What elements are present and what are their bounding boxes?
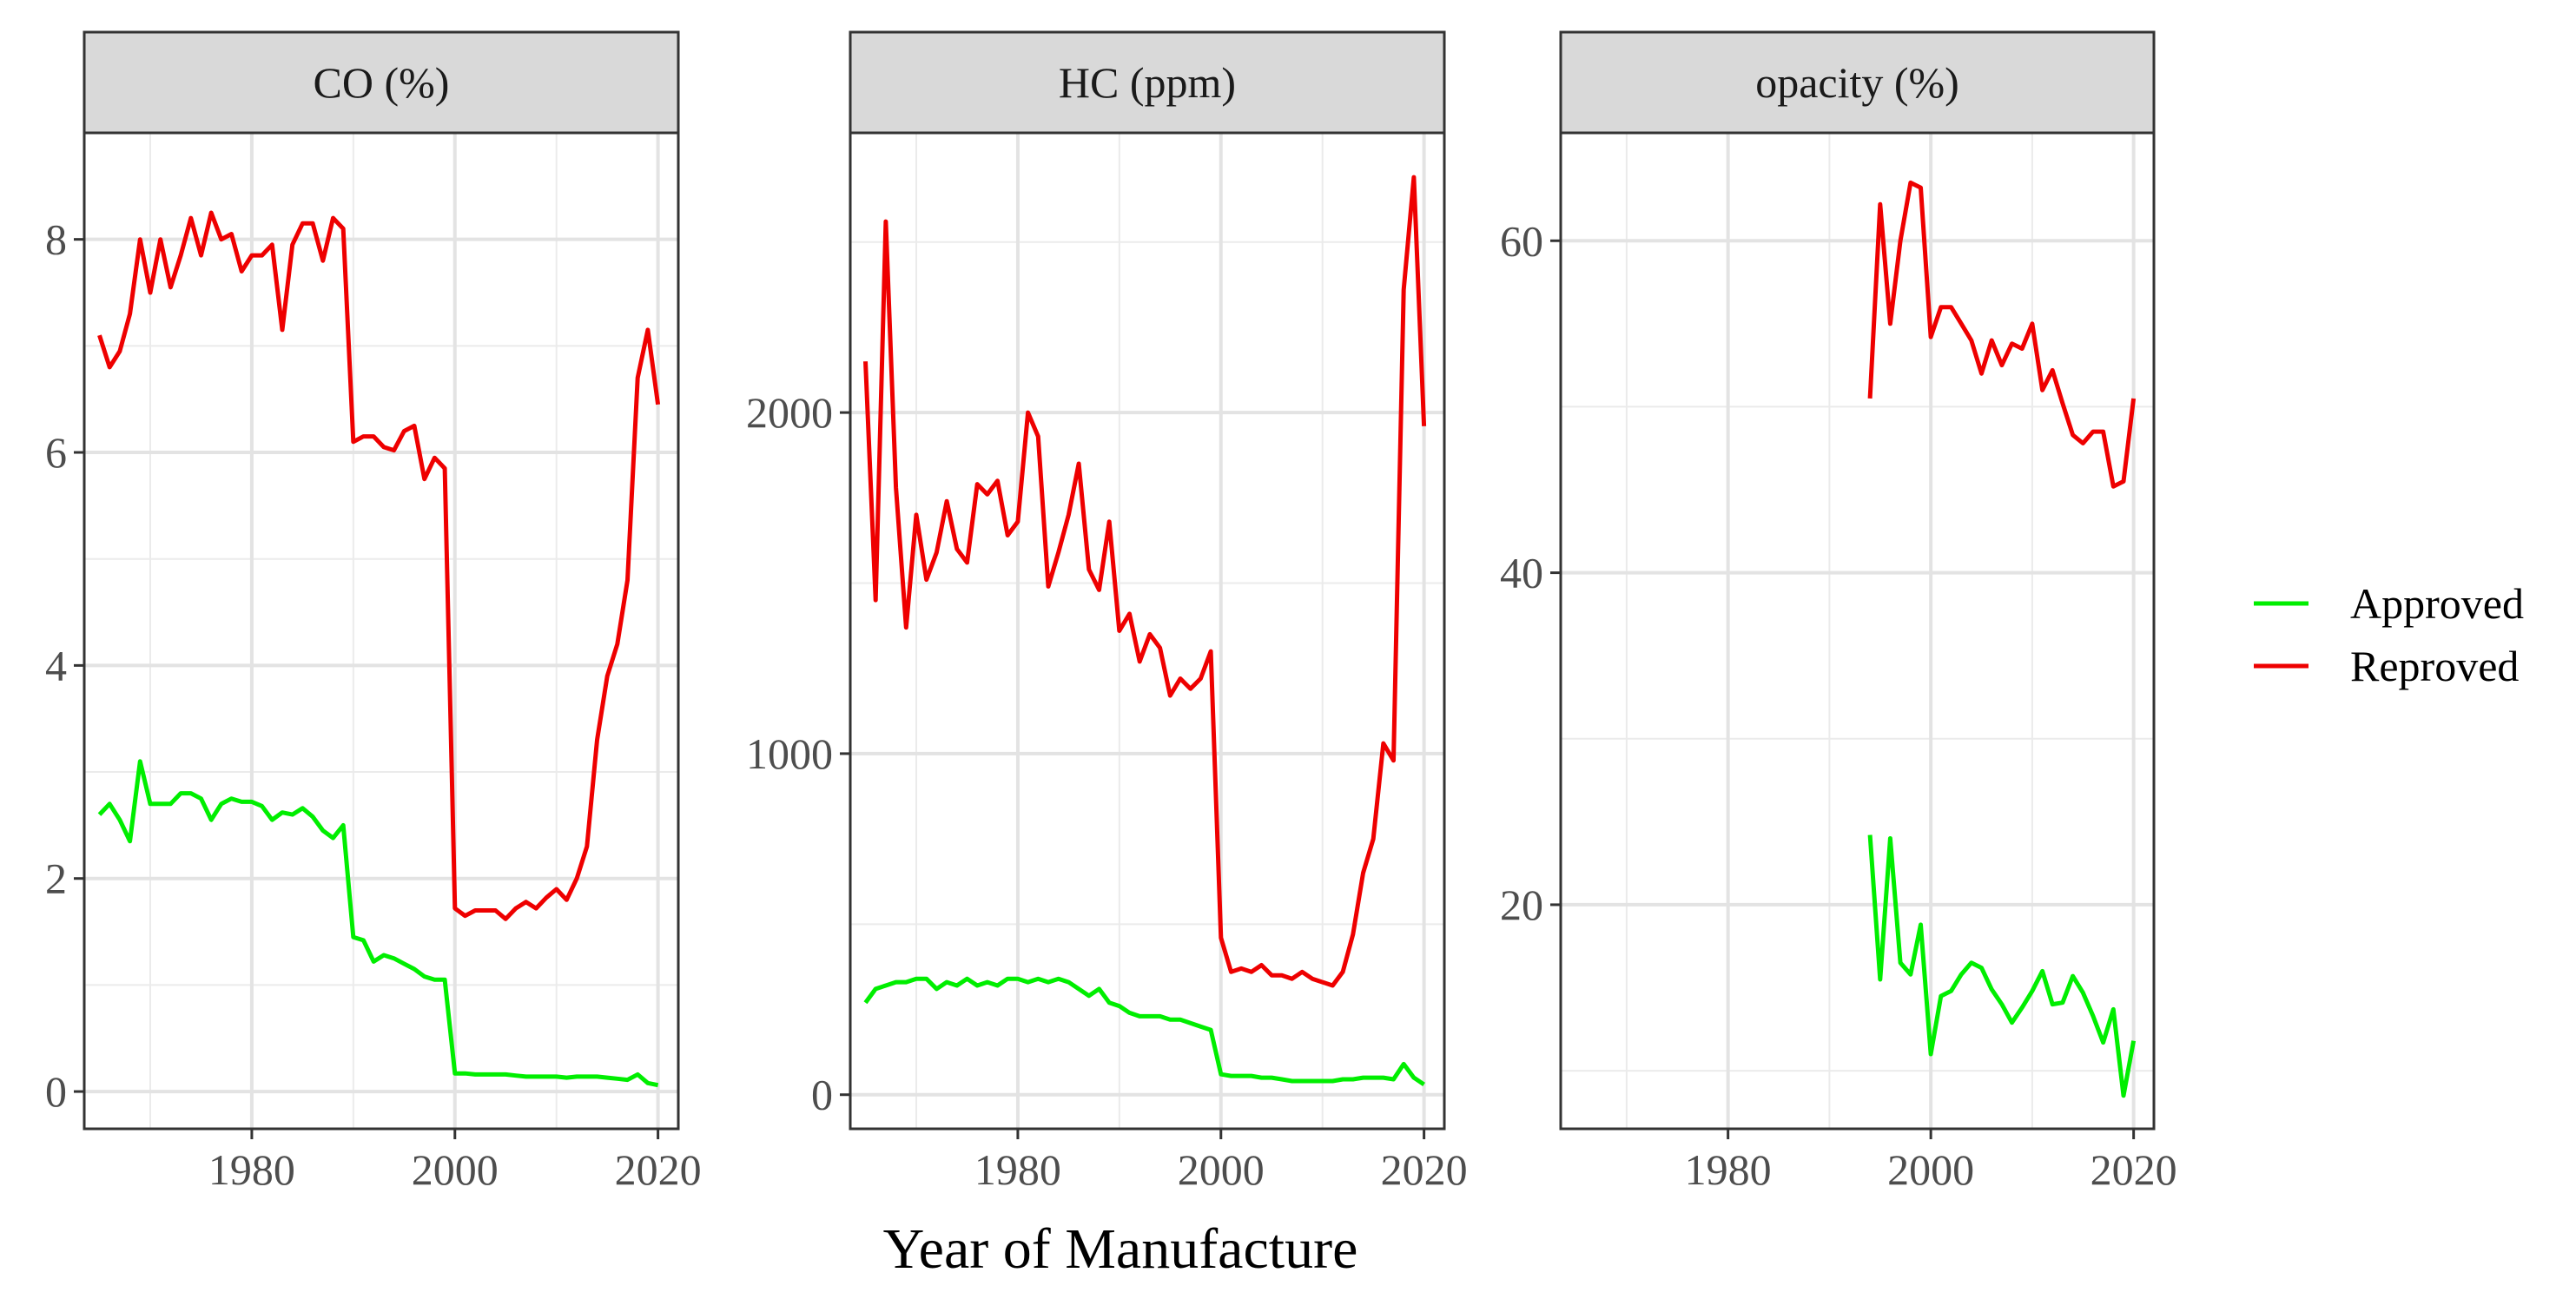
x-tick-label: 2000 bbox=[412, 1145, 499, 1194]
legend: Approved Reproved bbox=[2254, 579, 2524, 690]
x-tick-label: 2000 bbox=[1178, 1145, 1265, 1194]
facet-strip bbox=[1559, 30, 2156, 135]
y-tick-label: 4 bbox=[45, 641, 67, 689]
facet-title: CO (%) bbox=[314, 58, 450, 107]
series-line-reproved bbox=[97, 210, 661, 921]
y-tick-label: 6 bbox=[45, 428, 67, 477]
panel-1: CO (%) 0 2 4 6 8 1980 2000 2020 bbox=[45, 30, 702, 1194]
y-tick-label: 2 bbox=[45, 854, 67, 903]
panel-background bbox=[1561, 133, 2154, 1129]
y-tick-label: 20 bbox=[1500, 880, 1543, 929]
y-tick-label: 1000 bbox=[746, 729, 833, 778]
series-line-approved bbox=[97, 759, 659, 1088]
panel-3: opacity (%) 20 40 60 1980 2000 2020 bbox=[1500, 30, 2177, 1194]
facet-title: opacity (%) bbox=[1755, 58, 1959, 107]
facet-title: HC (ppm) bbox=[1059, 58, 1236, 107]
panel-border bbox=[849, 131, 1446, 1131]
panel-border bbox=[83, 131, 680, 1131]
x-tick-label: 2020 bbox=[615, 1145, 702, 1194]
x-tick-label: 1980 bbox=[208, 1145, 295, 1194]
series-line-reproved bbox=[863, 175, 1427, 988]
facet-strip bbox=[83, 30, 680, 135]
legend-label: Reproved bbox=[2350, 642, 2519, 690]
panel-border bbox=[1559, 131, 2156, 1131]
legend-label: Approved bbox=[2350, 579, 2524, 628]
y-tick-label: 2000 bbox=[746, 388, 833, 437]
series-line-approved bbox=[1867, 834, 2137, 1098]
y-tick-label: 0 bbox=[45, 1067, 67, 1116]
panel-2: HC (ppm) 0 1000 2000 1980 2000 2020 bbox=[746, 30, 1468, 1194]
x-tick-label: 2000 bbox=[1887, 1145, 1974, 1194]
series-line-approved bbox=[863, 976, 1425, 1086]
x-axis-title: Year of Manufacture bbox=[883, 1217, 1358, 1281]
y-tick-label: 0 bbox=[811, 1071, 833, 1119]
y-tick-label: 60 bbox=[1500, 216, 1543, 265]
y-tick-label: 40 bbox=[1500, 549, 1543, 597]
x-tick-label: 2020 bbox=[2091, 1145, 2177, 1194]
panel-background bbox=[850, 133, 1444, 1129]
x-tick-label: 2020 bbox=[1381, 1145, 1468, 1194]
series-line-reproved bbox=[1867, 180, 2137, 489]
y-tick-label: 8 bbox=[45, 215, 67, 264]
x-tick-label: 1980 bbox=[1685, 1145, 1772, 1194]
panel-background bbox=[84, 133, 678, 1129]
x-tick-label: 1980 bbox=[974, 1145, 1061, 1194]
